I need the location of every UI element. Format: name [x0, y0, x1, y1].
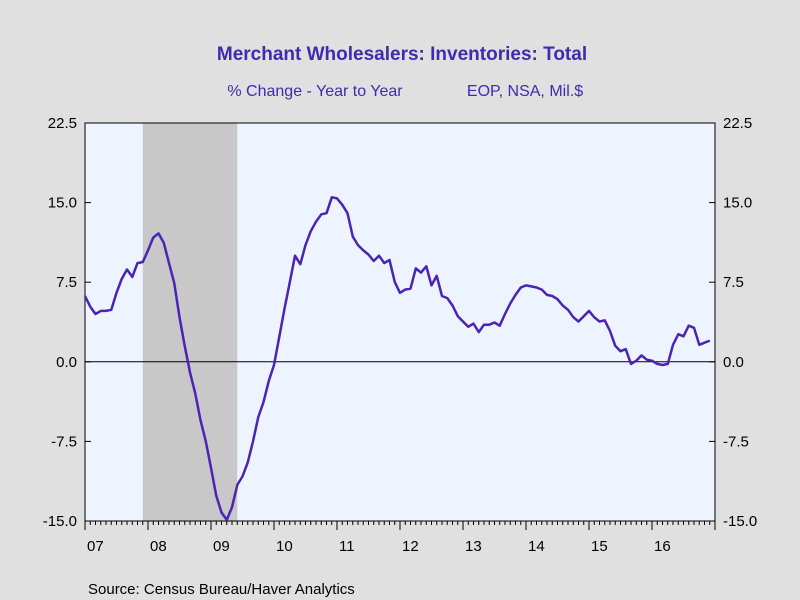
chart-title: Merchant Wholesalers: Inventories: Total [217, 44, 587, 65]
x-tick-label: 10 [276, 538, 293, 555]
x-tick-label: 15 [591, 538, 608, 555]
y-tick-label-left: 15.0 [48, 195, 77, 212]
y-tick-label-left: 7.5 [56, 274, 77, 291]
y-axis-left: 22.5 15.0 7.5 0.0 -7.5 -15.0 [43, 115, 91, 530]
series-line-inventories [83, 196, 711, 522]
y-tick-label-right: -7.5 [723, 433, 749, 450]
source-note: Source: Census Bureau/Haver Analytics [88, 581, 355, 598]
y-tick-label-right: 0.0 [723, 354, 744, 371]
x-axis: 07 08 09 10 11 12 13 14 15 16 [84, 521, 716, 555]
y-tick-label-left: -7.5 [51, 433, 77, 450]
y-tick-label-right: 15.0 [723, 195, 752, 212]
y-tick-label-right: 7.5 [723, 274, 744, 291]
y-tick-label-right: 22.5 [723, 115, 752, 132]
y-tick-label-left: -15.0 [43, 513, 77, 530]
x-tick-label: 11 [339, 538, 355, 555]
chart-subtitle-left: % Change - Year to Year [227, 83, 403, 100]
recession-shading [142, 123, 238, 521]
y-axis-right: 22.5 15.0 7.5 0.0 -7.5 -15.0 [709, 115, 757, 530]
y-tick-label-right: -15.0 [723, 513, 757, 530]
y-tick-label-left: 22.5 [48, 115, 77, 132]
chart-subtitle-right: EOP, NSA, Mil.$ [467, 83, 583, 100]
y-tick-label-left: 0.0 [56, 354, 77, 371]
x-tick-label: 14 [528, 538, 545, 555]
x-tick-label: 13 [465, 538, 482, 555]
x-tick-label: 08 [150, 538, 167, 555]
x-tick-label: 07 [87, 538, 104, 555]
x-tick-label: 09 [213, 538, 230, 555]
x-tick-label: 16 [654, 538, 671, 555]
x-tick-label: 12 [402, 538, 419, 555]
